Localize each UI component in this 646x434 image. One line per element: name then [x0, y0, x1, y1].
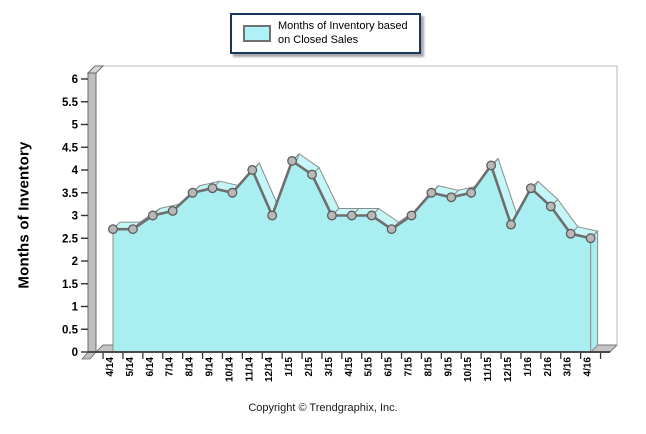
x-tick-label: 1/15 — [284, 357, 295, 377]
data-point-marker — [267, 210, 278, 221]
data-point-marker — [486, 160, 497, 171]
x-tick-label: 5/15 — [364, 357, 375, 377]
x-tick-label: 2/16 — [543, 357, 554, 377]
area-side-face — [590, 230, 599, 354]
x-axis-ticks: 4/14 5/14 6/14 7/14 8/14 9/14 10/14 11/14 12/14 1… — [102, 353, 602, 382]
y-tick-label: 0.5 — [62, 324, 79, 336]
data-point-marker — [147, 210, 158, 221]
x-tick-label: 3/16 — [563, 357, 574, 377]
y-axis-ticks: 0 0.5 1 1.5 2 2.5 3 3.5 4 4.5 5 5.5 6 — [62, 74, 88, 359]
copyright-footer: Copyright © Trendgraphix, Inc. — [248, 402, 398, 414]
y-tick-label: 4.5 — [62, 142, 79, 154]
x-tick-label: 6/14 — [145, 357, 156, 377]
x-tick-label: 8/14 — [185, 357, 196, 377]
x-tick-label: 8/15 — [423, 357, 434, 377]
x-tick-label: 11/15 — [483, 357, 494, 382]
x-tick-label: 12/14 — [264, 357, 275, 382]
data-point-marker — [227, 187, 238, 198]
y-tick-label: 1.5 — [62, 279, 79, 291]
legend-label-line1: Months of Inventory based — [278, 20, 408, 32]
data-point-marker — [585, 233, 596, 244]
data-point-marker — [525, 183, 536, 194]
y-tick-label: 4 — [72, 165, 79, 177]
data-point-marker — [366, 210, 377, 221]
data-point-marker — [307, 169, 317, 180]
data-point-marker — [506, 219, 516, 230]
data-point-marker — [326, 210, 337, 221]
data-point-marker — [108, 224, 118, 235]
data-point-marker — [426, 187, 437, 198]
y-axis-wall — [81, 65, 105, 360]
legend-series-swatch — [243, 25, 271, 42]
data-point-marker — [287, 155, 298, 166]
x-tick-label: 12/15 — [503, 357, 514, 382]
x-tick-label: 7/14 — [165, 357, 176, 377]
legend: Months of Inventory based on Closed Sale… — [230, 13, 421, 54]
x-tick-label: 5/14 — [125, 357, 136, 377]
data-point-marker — [346, 210, 357, 221]
data-point-marker — [207, 183, 218, 194]
x-tick-label: 7/15 — [404, 357, 415, 377]
x-tick-label: 1/16 — [523, 357, 534, 377]
y-axis-title: Months of Inventory — [15, 141, 33, 289]
data-point-marker — [466, 187, 477, 198]
x-tick-label: 10/15 — [463, 357, 474, 382]
y-tick-label: 1 — [72, 302, 79, 314]
y-tick-label: 2 — [72, 256, 78, 268]
legend-label: Months of Inventory based on Closed Sale… — [278, 20, 408, 47]
y-tick-label: 5 — [72, 120, 79, 132]
y-tick-label: 0 — [72, 347, 78, 359]
legend-label-line2: on Closed Sales — [278, 33, 359, 46]
data-point-marker — [565, 228, 576, 239]
data-point-marker — [446, 192, 457, 203]
y-tick-label: 2.5 — [62, 233, 79, 245]
x-tick-label: 6/15 — [384, 357, 395, 377]
data-point-marker — [545, 201, 556, 212]
series-markers — [108, 155, 596, 244]
x-tick-label: 9/14 — [205, 357, 216, 377]
x-tick-label: 10/14 — [224, 357, 235, 382]
x-tick-label: 3/15 — [324, 357, 335, 377]
x-tick-label: 4/15 — [344, 357, 355, 377]
data-point-marker — [247, 165, 258, 175]
x-tick-label: 4/14 — [105, 357, 116, 377]
x-tick-label: 2/15 — [304, 357, 315, 377]
data-point-marker — [167, 205, 178, 216]
x-tick-label: 11/14 — [244, 357, 255, 382]
y-tick-label: 3.5 — [62, 188, 79, 200]
y-tick-label: 3 — [72, 211, 78, 223]
plot-back-border — [103, 65, 618, 345]
area-front-face — [112, 160, 592, 353]
data-point-marker — [187, 187, 198, 198]
data-point-marker — [386, 224, 397, 235]
y-tick-label: 5.5 — [62, 97, 79, 109]
data-point-marker — [406, 210, 417, 221]
x-tick-label: 4/16 — [583, 357, 594, 377]
y-tick-label: 6 — [72, 74, 78, 86]
x-tick-label: 9/15 — [443, 357, 454, 377]
data-point-marker — [127, 224, 138, 235]
